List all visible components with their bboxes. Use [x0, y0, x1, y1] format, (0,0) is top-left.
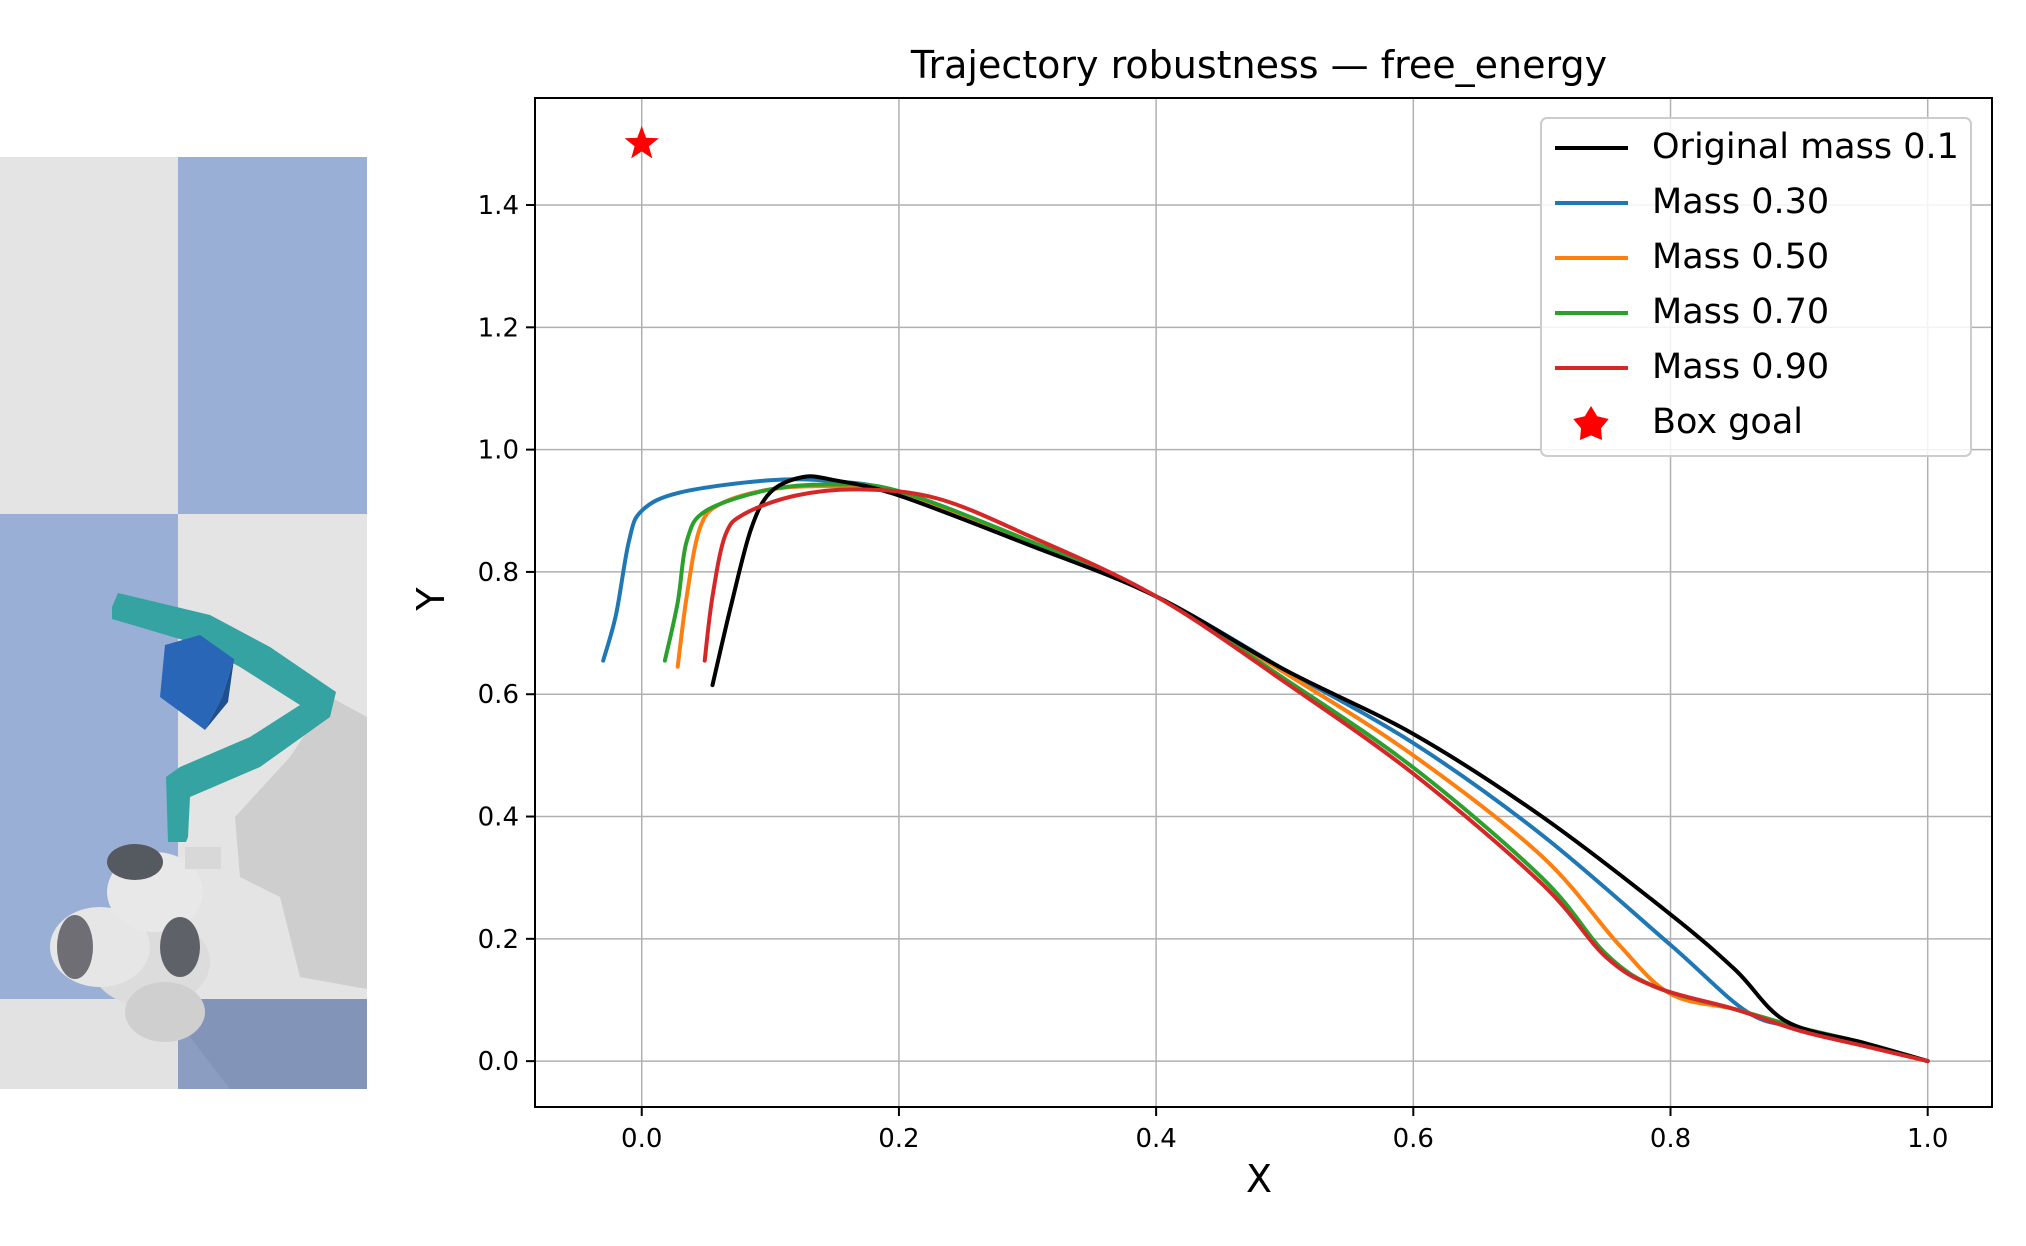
robot-arm-joint [57, 915, 93, 979]
robot-scene-image [0, 157, 367, 1089]
series-line-mass-0-90 [702, 487, 1930, 1064]
y-tick-label: 0.0 [478, 1047, 519, 1077]
x-axis-label: X [1246, 1157, 1272, 1201]
blue-box [160, 635, 234, 730]
y-tick-label: 0.4 [478, 803, 519, 833]
x-tick-label: 0.4 [1135, 1124, 1176, 1154]
y-axis-label: Y [409, 587, 453, 612]
legend-box [1540, 117, 1972, 457]
floor-tile-blue-top [178, 157, 367, 514]
legend-label-mass-050: Mass 0.50 [1652, 237, 1829, 277]
teal-l-tool [112, 593, 336, 842]
y-tick-label: 0.8 [478, 558, 519, 588]
y-tick-label: 0.2 [478, 925, 519, 955]
legend-goal-star-icon [1573, 406, 1609, 440]
x-tick-label: 0.8 [1650, 1124, 1691, 1154]
robot-arm-joint [125, 982, 205, 1042]
plot-area-frame [534, 97, 1993, 1108]
box-goal-star-marker [624, 125, 659, 159]
y-tick-label: 1.2 [478, 313, 519, 343]
x-tick-label: 1.0 [1907, 1124, 1948, 1154]
goal-marker-layer [624, 125, 659, 159]
legend-label-original-mass: Original mass 0.1 [1652, 127, 1959, 167]
legend-label-mass-090: Mass 0.90 [1652, 347, 1829, 387]
x-tick-label: 0.0 [621, 1124, 662, 1154]
y-tick-label: 1.4 [478, 191, 519, 221]
shadow-region-bottom [190, 999, 367, 1089]
y-tick-label: 1.0 [478, 436, 519, 466]
series-line-mass-0-30 [601, 477, 1930, 1064]
robot-arm [50, 844, 221, 1042]
legend-label-mass-030: Mass 0.30 [1652, 182, 1829, 222]
shadow-region [235, 697, 367, 989]
x-tick-label: 0.6 [1393, 1124, 1434, 1154]
floor-tile-light-top [0, 157, 178, 514]
chart-title: Trajectory robustness — free_energy [910, 43, 1607, 87]
legend-label-mass-070: Mass 0.70 [1652, 292, 1829, 332]
axis-ticks: 0.0 0.2 0.4 0.6 0.8 1.0 0.0 0.2 0.4 0.6 0.8 1.0 1.2 1… [478, 191, 1949, 1154]
x-tick-label: 0.2 [878, 1124, 919, 1154]
robot-arm-gripper [185, 847, 221, 869]
y-tick-label: 0.6 [478, 680, 519, 710]
robot-arm-joint [160, 917, 200, 977]
legend-label-box-goal: Box goal [1652, 402, 1803, 442]
blue-box-side [205, 659, 234, 730]
series-line-original-mass-0-1 [710, 474, 1930, 1064]
legend: Original mass 0.1 Mass 0.30 Mass 0.50 Ma… [1540, 117, 1972, 457]
robot-arm-joint [107, 844, 163, 880]
series-lines [601, 474, 1930, 1064]
